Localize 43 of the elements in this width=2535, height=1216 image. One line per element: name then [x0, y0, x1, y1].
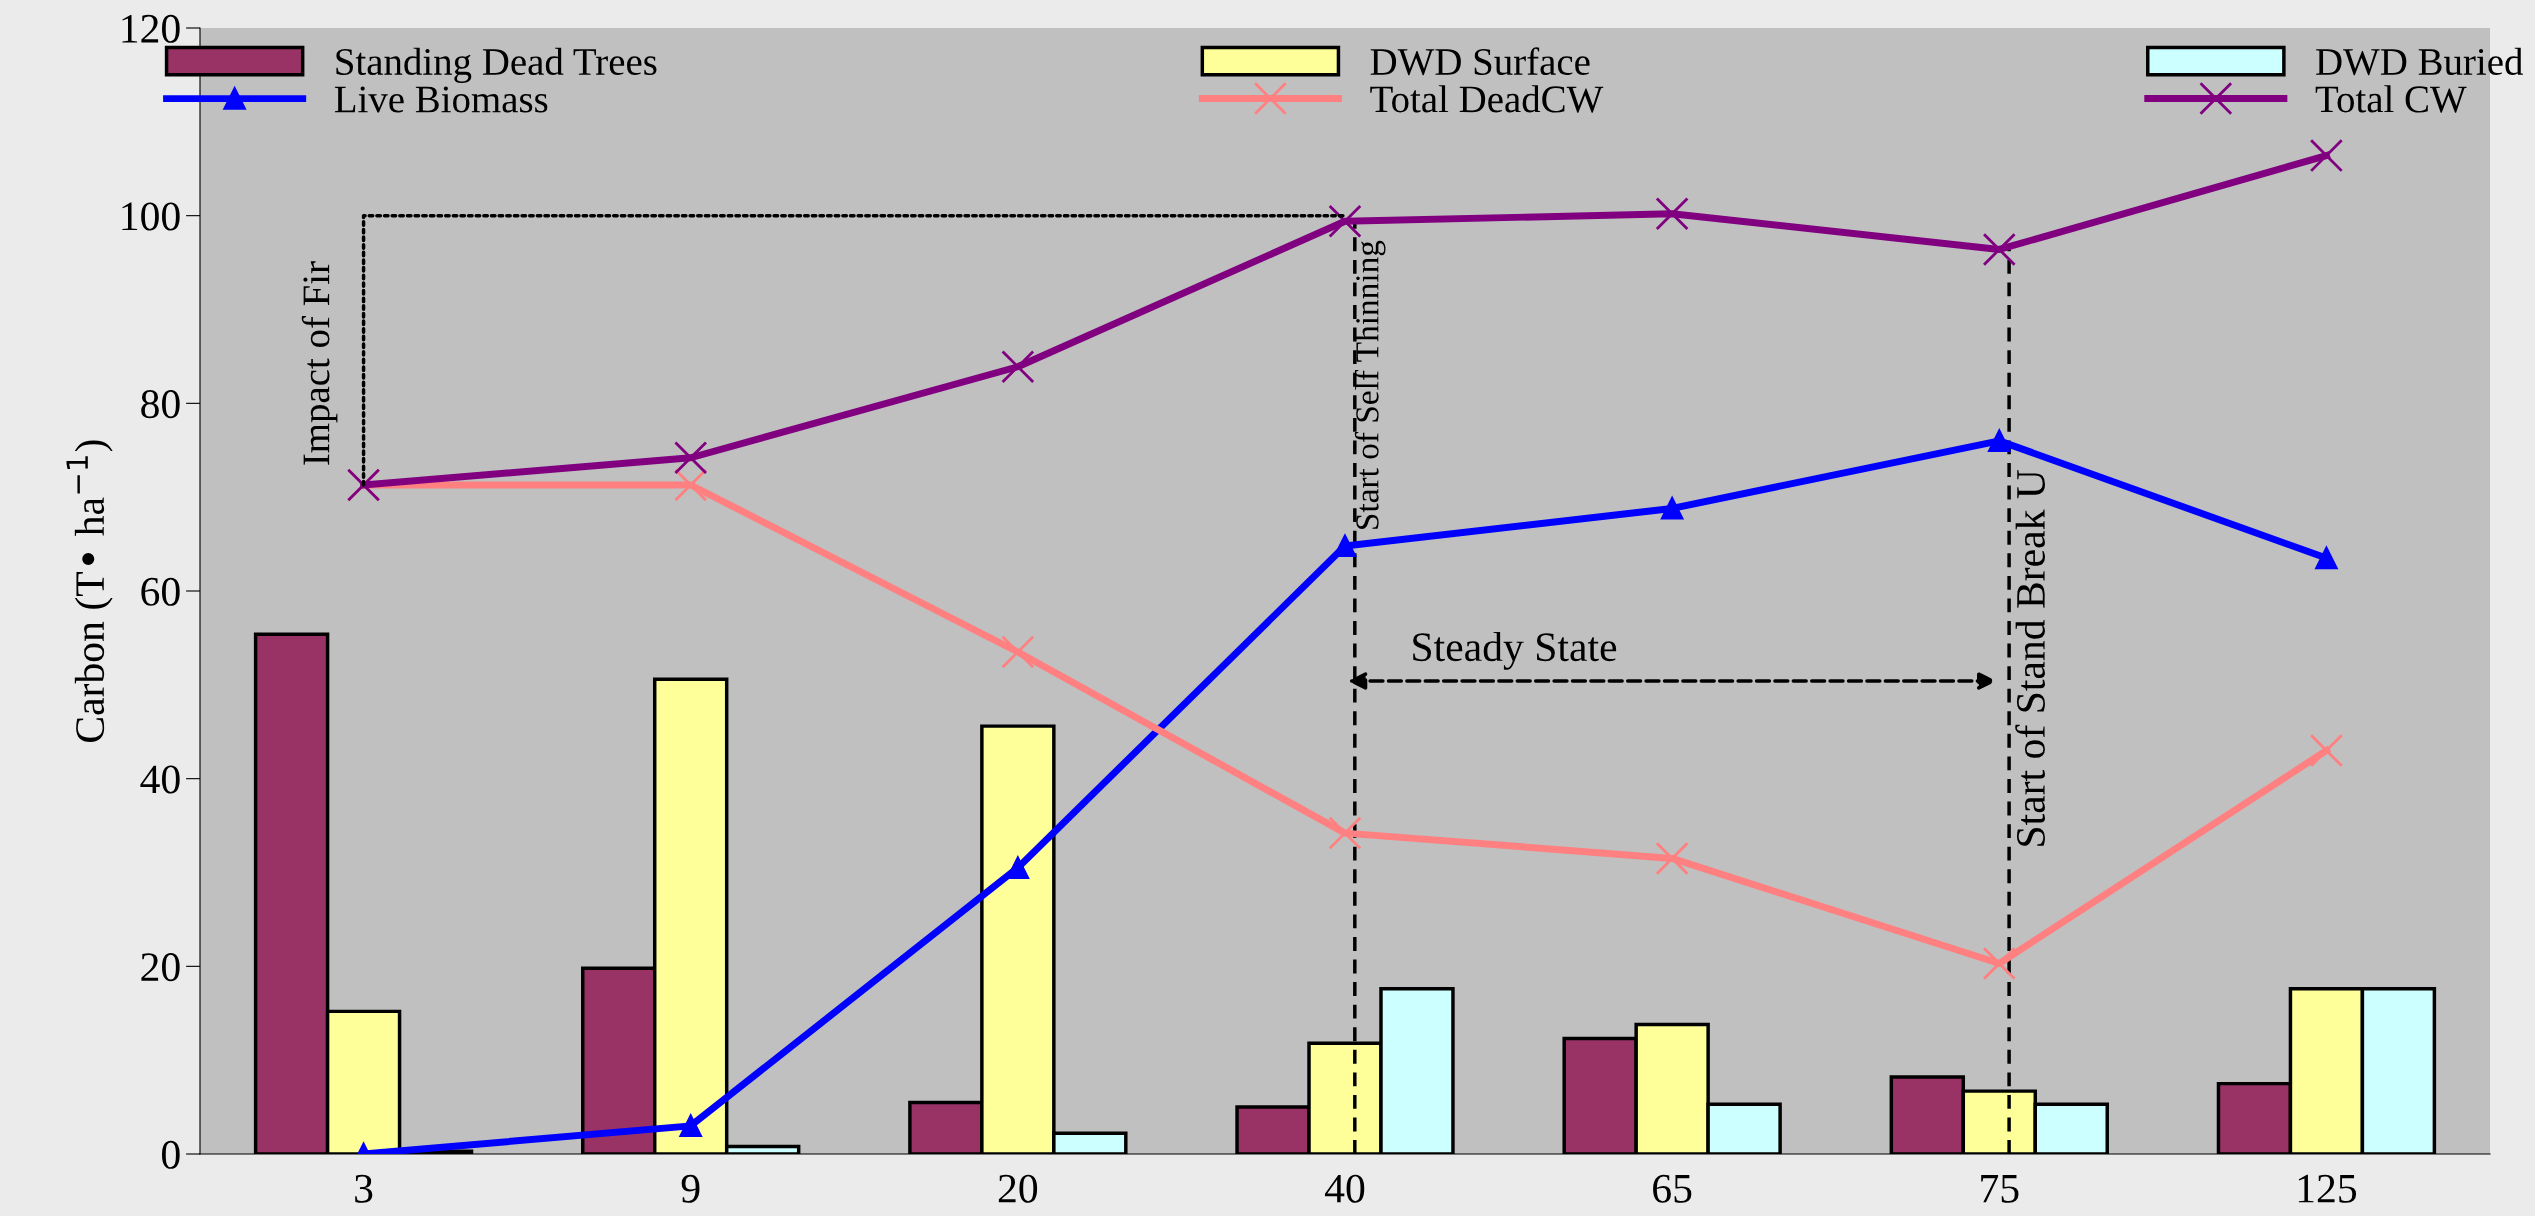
x-tick-label: 20 — [998, 1174, 1038, 1203]
x-tick-label: 9 — [681, 1174, 700, 1203]
x-tick-label: 65 — [1653, 1174, 1692, 1203]
point — [2309, 138, 2344, 173]
y-tick-label: 60 — [141, 577, 180, 606]
annotation: Start of Self Thinning — [1354, 240, 1386, 529]
point — [1001, 350, 1035, 384]
point — [1328, 204, 1362, 238]
point — [1006, 856, 1029, 879]
x-tick-label: 40 — [1324, 1174, 1365, 1203]
point — [1661, 497, 1684, 520]
y-axis-title: Carbon (T• ha$^{−1}$) — [66, 440, 113, 742]
point — [1328, 816, 1362, 850]
annotation: Steady State — [1413, 631, 1617, 670]
point — [1982, 232, 2016, 267]
y-tick-label: 100 — [122, 202, 180, 231]
y-tick-label: 80 — [141, 390, 180, 419]
point — [674, 468, 708, 502]
legend-label: Live Biomass — [334, 86, 548, 113]
legend-label: Total DeadCW — [1370, 85, 1604, 113]
annotation: Start of Stand Break U — [2015, 469, 2045, 846]
legend-label: DWD Surface — [1370, 47, 1590, 76]
annotation: Impact of Fir — [301, 261, 338, 465]
legend-label: DWD Buried — [2316, 47, 2523, 76]
point — [2315, 547, 2338, 570]
y-tick-label: 20 — [141, 953, 180, 982]
y-tick-label: 40 — [140, 765, 180, 794]
point — [1655, 197, 1689, 231]
legend-label: Total CW — [2315, 85, 2467, 113]
x-tick-label: 125 — [2298, 1174, 2357, 1203]
point — [1982, 946, 2016, 981]
y-tick-label: 0 — [162, 1140, 180, 1169]
point — [1001, 635, 1035, 669]
y-tick-label: 120 — [122, 14, 180, 43]
point — [679, 1114, 702, 1137]
point — [1988, 429, 2011, 452]
point — [674, 441, 708, 475]
point — [1655, 841, 1689, 876]
x-tick-label: 75 — [1981, 1175, 2019, 1203]
legend-label: Standing Dead Trees — [336, 47, 657, 84]
point — [2309, 733, 2344, 768]
x-tick-label: 3 — [355, 1174, 373, 1203]
point — [1333, 534, 1357, 558]
